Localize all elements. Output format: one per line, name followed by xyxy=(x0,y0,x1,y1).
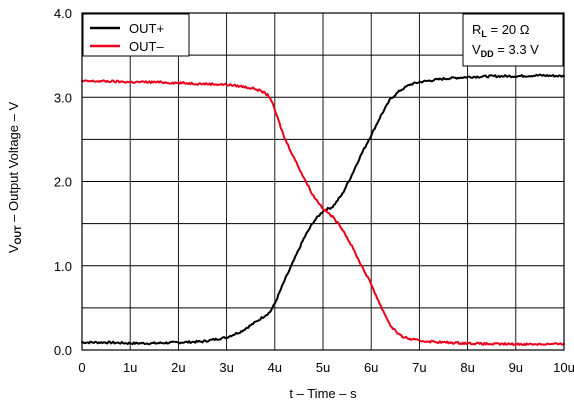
y-tick-label: 4.0 xyxy=(54,6,72,21)
series-line-out-plus xyxy=(81,73,565,346)
series-layer xyxy=(81,73,565,347)
series-line-out-minus xyxy=(81,79,565,347)
y-tick-labels: 0.0 1.0 2.0 3.0 4.0 xyxy=(54,6,72,358)
annotation-load-resistance: RL = 20 Ω xyxy=(472,22,530,39)
y-axis-title-subscript: OUT xyxy=(13,225,23,245)
y-axis-title: VOUT – Output Voltage – V xyxy=(6,102,23,254)
legend-box xyxy=(82,13,190,57)
x-tick-label: 4u xyxy=(268,360,282,375)
x-axis-title: t – Time – s xyxy=(289,386,357,401)
y-tick-label: 0.0 xyxy=(54,343,72,358)
x-tick-label: 9u xyxy=(509,360,523,375)
legend: OUT+ OUT– xyxy=(82,13,190,57)
x-tick-labels: 0 1u 2u 3u 4u 5u 6u 7u 8u 9u 10u xyxy=(78,360,574,375)
x-tick-label: 5u xyxy=(316,360,330,375)
x-tick-label: 8u xyxy=(460,360,474,375)
x-tick-label: 7u xyxy=(412,360,426,375)
x-tick-label: 2u xyxy=(171,360,185,375)
legend-label-out-plus: OUT+ xyxy=(129,21,164,36)
annotation-supply-voltage: VDD = 3.3 V xyxy=(472,42,539,59)
plot-frame xyxy=(81,12,565,351)
x-tick-label: 1u xyxy=(123,360,137,375)
y-tick-label: 3.0 xyxy=(54,90,72,105)
x-tick-label: 6u xyxy=(364,360,378,375)
x-tick-label: 3u xyxy=(219,360,233,375)
x-tick-label: 0 xyxy=(78,360,85,375)
y-axis-title-rest: – Output Voltage – V xyxy=(6,102,21,226)
y-tick-label: 1.0 xyxy=(54,259,72,274)
x-tick-label: 10u xyxy=(553,360,574,375)
legend-label-out-minus: OUT– xyxy=(129,39,164,54)
y-tick-label: 2.0 xyxy=(54,175,72,190)
y-axis-title-main: V xyxy=(6,244,21,253)
conditions-box xyxy=(462,13,564,67)
conditions-annotation: RL = 20 Ω VDD = 3.3 V xyxy=(462,13,564,67)
